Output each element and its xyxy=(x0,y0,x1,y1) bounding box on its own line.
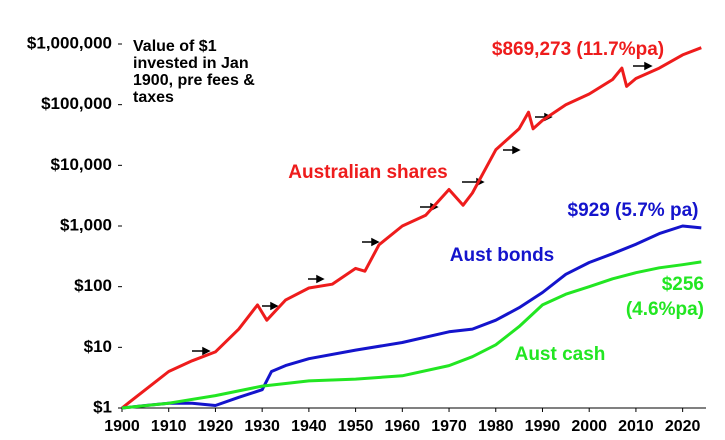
x-tick-label: 1990 xyxy=(525,418,561,435)
x-tick-label: 1910 xyxy=(151,418,187,435)
series-line xyxy=(121,260,702,410)
end-label: (4.6%pa) xyxy=(626,299,704,320)
x-tick-label: 1930 xyxy=(244,418,280,435)
y-tick-label: $10 xyxy=(84,337,112,356)
x-tick-label: 1950 xyxy=(338,418,374,435)
x-tick-label: 2020 xyxy=(665,418,701,435)
x-tick-label: 2000 xyxy=(571,418,607,435)
x-tick-label: 1980 xyxy=(478,418,514,435)
end-label: $869,273 (11.7%pa) xyxy=(492,39,664,60)
x-tick-label: 1960 xyxy=(385,418,421,435)
end-label: $256 xyxy=(662,274,704,295)
x-tick-label: 1900 xyxy=(104,418,140,435)
y-tick-label: $100,000 xyxy=(41,94,112,113)
x-tick-label: 1920 xyxy=(198,418,234,435)
x-tick-label: 2010 xyxy=(618,418,654,435)
series-label: Aust cash xyxy=(515,344,606,365)
series-label: Aust bonds xyxy=(450,245,555,266)
y-tick-label: $10,000 xyxy=(51,155,112,174)
series-line xyxy=(121,224,702,410)
y-tick-label: $100 xyxy=(74,276,112,295)
y-tick-label: $1 xyxy=(93,397,112,416)
end-label: $929 (5.7% pa) xyxy=(568,200,699,221)
series-line xyxy=(121,46,702,410)
y-tick-label: $1,000 xyxy=(60,215,112,234)
x-tick-label: 1940 xyxy=(291,418,327,435)
series-label: Australian shares xyxy=(288,162,447,183)
chart-note: Value of $1 invested in Jan 1900, pre fe… xyxy=(133,38,255,106)
y-tick-label: $1,000,000 xyxy=(27,33,112,52)
x-tick-label: 1970 xyxy=(431,418,467,435)
